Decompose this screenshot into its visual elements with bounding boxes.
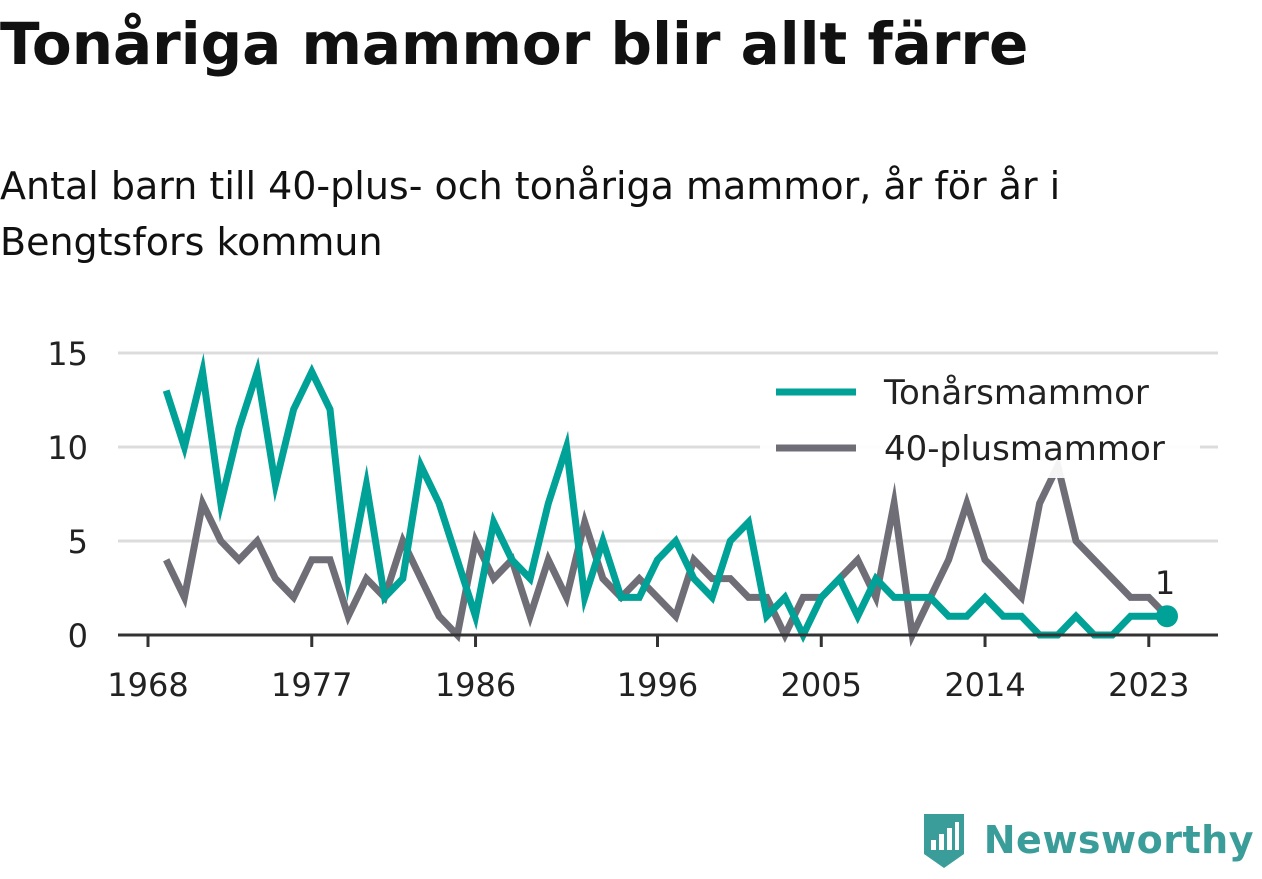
series-lines (162, 353, 1170, 647)
newsworthy-logo-icon (923, 814, 964, 868)
y-tick-label: 15 (47, 335, 88, 373)
brand-name: Newsworthy (983, 818, 1254, 862)
x-tick-label: 1996 (617, 666, 698, 704)
legend-background (760, 368, 1200, 478)
legend-label: Tonårsmammor (883, 373, 1149, 413)
y-axis-tick-labels: 0 5 10 15 (47, 335, 88, 655)
y-tick-label: 5 (68, 523, 88, 561)
y-tick-label: 0 (68, 617, 88, 655)
y-tick-label: 10 (47, 429, 88, 467)
legend: Tonårsmammor 40-plusmammor (760, 368, 1200, 478)
end-point-marker (1156, 605, 1178, 628)
x-tick-label: 2023 (1108, 666, 1189, 704)
newsworthy-brand: Newsworthy (920, 805, 1254, 875)
x-axis (118, 633, 1218, 647)
series-line-40-plusmammor (163, 455, 1170, 647)
x-tick-label: 2005 (781, 666, 862, 704)
x-tick-label: 1977 (271, 666, 352, 704)
annotations: 1 (1155, 564, 1178, 628)
end-point-label: 1 (1155, 564, 1175, 602)
series-line-tonårsmammor (162, 353, 1167, 644)
x-tick-label: 1986 (435, 666, 516, 704)
legend-label: 40-plusmammor (884, 429, 1165, 469)
x-tick-label: 1968 (107, 666, 188, 704)
x-axis-tick-labels: 1968 1977 1986 1996 2005 2014 2023 (107, 666, 1189, 704)
chart-title: Tonåriga mammor blir allt färre (0, 10, 1029, 78)
chart-subtitle: Antal barn till 40-plus- och tonåriga ma… (0, 164, 1061, 264)
x-tick-label: 2014 (944, 666, 1025, 704)
